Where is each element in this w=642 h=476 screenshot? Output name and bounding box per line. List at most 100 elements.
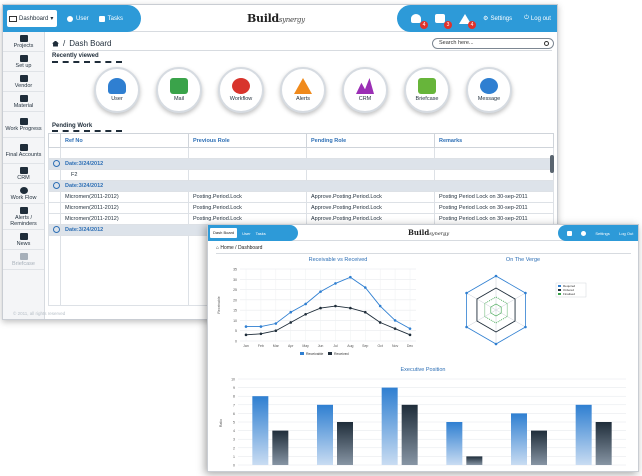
tasks-menu[interactable]: Tasks — [98, 15, 123, 22]
recent-item-label: Workflow — [229, 96, 253, 102]
sidebar-item-news[interactable]: News — [3, 230, 44, 250]
dashboard-dropdown[interactable]: Dash Board — [210, 228, 238, 238]
logout-label: Log out — [530, 15, 551, 22]
envelope-icon[interactable] — [566, 230, 572, 236]
top-bar-left: Dashboard ▾ User Tasks — [3, 5, 141, 32]
table-row[interactable]: Micromen(2011-2012) Posting.Period.Lock … — [48, 191, 554, 203]
table-header-expander — [48, 133, 61, 148]
logout-link[interactable]: ⏻ Log out — [524, 15, 551, 22]
x-tick-label: Dec — [407, 344, 413, 348]
app-logo: Buildsynergy — [408, 228, 450, 237]
settings-link[interactable]: ⚙ Settings — [483, 15, 512, 23]
line-chart-title: Receivable vs Received — [308, 257, 368, 263]
monitor-icon — [9, 15, 17, 22]
table-cell: Approve.Posting.Period.Lock — [306, 202, 435, 214]
recent-briefcase[interactable]: Briefcase — [404, 67, 450, 113]
legend-box — [555, 282, 587, 298]
table-cell — [434, 169, 554, 181]
data-point — [259, 325, 263, 328]
sidebar-item-material[interactable]: Material — [3, 92, 44, 112]
y-tick-label: 20 — [233, 298, 237, 302]
table-row[interactable]: Micromen(2011-2012) Posting.Period.Lock … — [48, 202, 554, 214]
sidebar-item-crm[interactable]: CRM — [3, 164, 44, 184]
user-menu[interactable]: User — [242, 230, 251, 236]
logout-link[interactable]: Log Out — [619, 230, 634, 236]
expand-icon[interactable] — [53, 225, 60, 233]
x-tick-label: Apr — [288, 344, 294, 348]
vertical-scrollbar[interactable] — [550, 155, 554, 173]
recent-user[interactable]: User — [94, 67, 140, 113]
data-point — [494, 274, 498, 278]
data-point — [393, 319, 397, 322]
top-bar: Dash Board User Tasks Buildsynergy Setti… — [208, 225, 638, 241]
expand-icon[interactable] — [53, 159, 60, 167]
sidebar-item-briefcase[interactable]: Briefcase — [3, 250, 44, 270]
sidebar-item-work-progress[interactable]: Work Progress — [3, 112, 44, 138]
expand-icon[interactable] — [53, 181, 60, 189]
table-header[interactable]: Pending Role — [306, 133, 435, 148]
radar-spoke — [495, 292, 526, 311]
table-header[interactable]: Previous Role — [188, 133, 307, 148]
table-cell: Posting.Period.Lock — [188, 213, 307, 225]
recent-item-label: CRM — [358, 96, 372, 102]
settings-link[interactable]: Settings — [595, 230, 610, 236]
dashboard-label: Dashboard — [19, 15, 49, 22]
bar-series-b — [595, 422, 612, 465]
recent-item-label: Briefcase — [415, 96, 439, 102]
y-tick-label: 30 — [233, 278, 237, 282]
tasks-menu[interactable]: Tasks — [255, 230, 266, 236]
recent-crm[interactable]: CRM — [342, 67, 388, 113]
recently-viewed-title: Recently viewed — [52, 53, 99, 59]
notifications-button[interactable]: 4 — [411, 13, 428, 29]
alerts-button[interactable]: 4 — [459, 13, 477, 29]
recent-alerts[interactable]: Alerts — [280, 67, 326, 113]
table-cell: Micromen(2011-2012) — [60, 191, 189, 203]
setup-icon — [19, 54, 28, 62]
recent-item-label: Alerts — [295, 96, 311, 102]
sidebar-item-work-flow[interactable]: Work Flow — [3, 184, 44, 204]
search-icon[interactable] — [544, 41, 549, 46]
table-cell: Approve.Posting.Period.Lock — [306, 191, 435, 203]
dashboard-dropdown[interactable]: Dashboard ▾ — [7, 10, 57, 27]
y-tick-label: 0 — [233, 464, 235, 468]
work-progress-icon — [19, 117, 28, 125]
sidebar-item-projects[interactable]: Projects — [3, 32, 44, 52]
messages-button[interactable]: 3 — [435, 13, 453, 29]
radar-series-ordered — [476, 287, 516, 333]
y-tick-label: 15 — [233, 309, 237, 313]
radar-spoke — [495, 309, 526, 328]
home-icon[interactable] — [52, 40, 59, 47]
legend-label: Required — [563, 284, 576, 288]
search-input[interactable]: Search here... — [432, 38, 554, 49]
recent-mail[interactable]: Mail — [156, 67, 202, 113]
warning-icon[interactable] — [580, 230, 586, 236]
data-point — [408, 333, 412, 337]
legend-swatch — [300, 352, 304, 355]
recent-message[interactable]: Message — [466, 67, 512, 113]
sidebar-item-final-accounts[interactable]: Final Accounts — [3, 138, 44, 164]
group-row[interactable]: Date:3/24/2012 — [48, 180, 554, 192]
table-row[interactable]: Micromen(2011-2012) Posting.Period.Lock … — [48, 213, 554, 225]
table-row[interactable]: F2 — [48, 169, 554, 181]
home-icon[interactable]: ⌂ — [216, 245, 220, 251]
sidebar-item-alerts[interactable]: Alerts / Reminders — [3, 204, 44, 230]
x-tick-label: Aug — [347, 344, 353, 348]
recent-workflow[interactable]: Workflow — [218, 67, 264, 113]
notification-badge: 4 — [420, 20, 428, 29]
sidebar-item-setup[interactable]: Set up — [3, 52, 44, 72]
group-row[interactable]: Date:3/24/2012 — [48, 158, 554, 170]
data-point — [259, 332, 263, 336]
data-point — [378, 304, 382, 308]
table-cell: Posting Period Lock on 30-sep-2011 — [434, 191, 554, 203]
user-menu[interactable]: User — [67, 15, 89, 22]
projects-icon — [19, 34, 28, 42]
data-point — [524, 325, 527, 329]
data-point — [244, 333, 248, 337]
table-header[interactable]: Remarks — [434, 133, 554, 148]
table-header[interactable]: Ref No — [60, 133, 189, 148]
sidebar-item-vendor[interactable]: Vendor — [3, 72, 44, 92]
x-tick-label: Jun — [318, 344, 324, 348]
data-point — [494, 342, 498, 346]
breadcrumb-home[interactable]: Home — [220, 245, 234, 251]
